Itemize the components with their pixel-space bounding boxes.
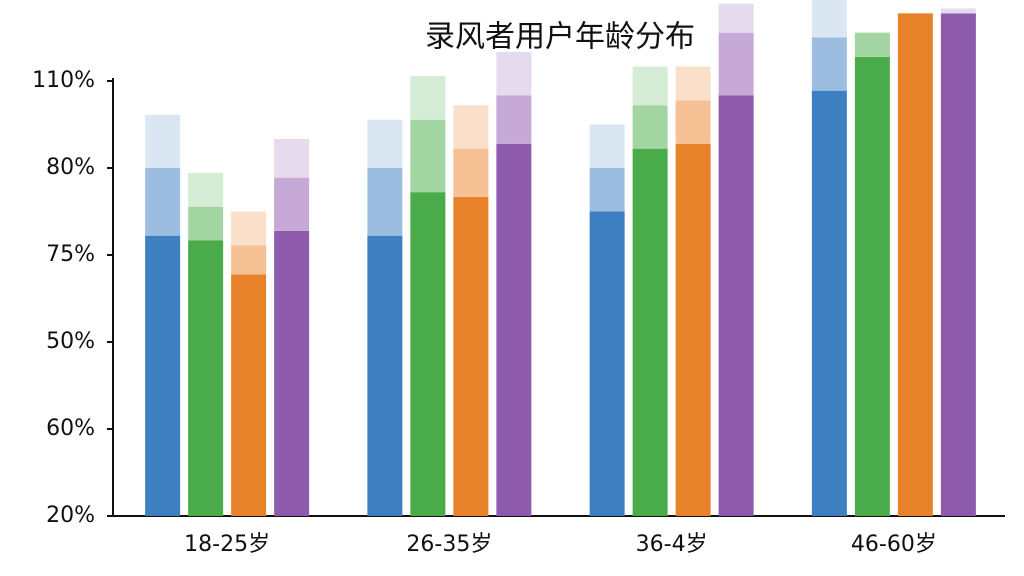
bar-segment <box>145 168 181 236</box>
bar-segment <box>811 0 847 38</box>
bar-segment <box>940 13 976 516</box>
bar-segment <box>231 211 267 246</box>
bar-segment <box>274 177 310 231</box>
bar-segment <box>496 143 532 517</box>
bar-segment <box>632 66 668 106</box>
y-tick-label: 75% <box>46 242 95 267</box>
bar-segment <box>496 52 532 96</box>
bar-segment <box>145 235 181 516</box>
y-tick-label: 20% <box>46 503 95 528</box>
x-tick-label: 46-60岁 <box>851 532 937 557</box>
bar-segment <box>188 172 224 207</box>
bar-segment <box>367 168 403 236</box>
bar-segment <box>410 192 446 516</box>
bar-segment <box>854 56 890 516</box>
bar-segment <box>675 143 711 517</box>
y-tick-label: 80% <box>46 155 95 180</box>
bar-segment <box>274 230 310 517</box>
bar-segment <box>854 32 890 57</box>
bar-segment <box>718 32 754 96</box>
bar-segment <box>367 235 403 516</box>
x-tick-label: 26-35岁 <box>406 532 492 557</box>
bar-segment <box>188 240 224 516</box>
bar-segment <box>410 76 446 120</box>
bar-segment <box>811 90 847 517</box>
bar-segment <box>718 95 754 516</box>
bar-segment <box>145 114 181 168</box>
bar-segment <box>453 105 489 149</box>
bar-segment <box>231 274 267 516</box>
bar-segment <box>589 124 625 168</box>
bar-segment <box>188 206 224 241</box>
bar-segment <box>940 8 976 14</box>
bar-segment <box>589 168 625 212</box>
chart-title: 录风者用户年龄分布 <box>425 20 695 55</box>
bar-segment <box>675 66 711 101</box>
bar-segment <box>897 13 933 516</box>
bar-segment <box>589 211 625 516</box>
bar-segment <box>274 139 310 178</box>
bar-segment <box>718 3 754 33</box>
bar-segment <box>453 197 489 516</box>
y-tick-label: 110% <box>32 68 95 93</box>
bar-segment <box>231 245 267 275</box>
y-tick-label: 50% <box>46 329 95 354</box>
bar-segment <box>367 119 403 168</box>
bar-segment <box>632 105 668 149</box>
bar-segment <box>675 100 711 144</box>
x-tick-label: 18-25岁 <box>184 532 270 557</box>
x-tick-label: 36-4岁 <box>636 532 708 557</box>
bar-segment <box>811 37 847 91</box>
bar-segment <box>632 148 668 516</box>
bar-segment <box>453 148 489 197</box>
bar-segment <box>496 95 532 144</box>
y-tick-label: 60% <box>46 416 95 441</box>
bar-segment <box>410 119 446 193</box>
